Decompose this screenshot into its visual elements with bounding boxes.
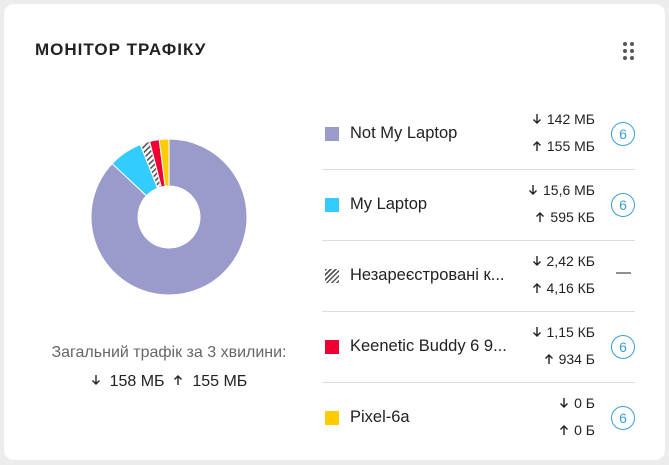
download: 0 Б: [559, 395, 595, 411]
connections-badge[interactable]: 6: [611, 335, 635, 359]
connections-badge[interactable]: 6: [611, 122, 635, 146]
upload-value: 4,16 КБ: [546, 280, 595, 296]
device-name: Not My Laptop: [350, 124, 458, 142]
device-name: Незареєстровані к...: [350, 266, 505, 284]
device-row: Not My Laptop 142 МБ 155 МБ 6: [322, 98, 635, 170]
summary-down: 158 МБ: [109, 373, 165, 390]
upload: 0 Б: [559, 422, 595, 438]
download: 142 МБ: [532, 111, 595, 127]
status: —: [616, 264, 631, 281]
device-name: Pixel-6a: [350, 408, 410, 426]
connections-badge[interactable]: 6: [611, 193, 635, 217]
device-row: Незареєстровані к... 2,42 КБ 4,16 КБ —: [322, 240, 635, 312]
widget-title: МОНІТОР ТРАФІКУ: [35, 40, 207, 59]
upload-value: 155 МБ: [546, 138, 595, 154]
download-value: 15,6 МБ: [543, 182, 595, 198]
device-row: My Laptop 15,6 МБ 595 КБ 6: [322, 169, 635, 241]
arrow-icon: [560, 425, 569, 435]
traffic-card: МОНІТОР ТРАФІКУ Загальний трафік за 3 хв…: [4, 4, 665, 460]
arrow-icon: [544, 354, 553, 364]
summary-up: 155 МБ: [192, 373, 248, 390]
arrow-icon: [532, 327, 541, 337]
download: 2,42 КБ: [532, 253, 595, 269]
download-value: 0 Б: [574, 395, 595, 411]
donut-segment: [90, 138, 248, 296]
download-value: 1,15 КБ: [546, 324, 595, 340]
summary-label: Загальний трафік за 3 хвилини:: [51, 344, 287, 361]
summary-values: 158 МБ 155 МБ: [4, 373, 334, 391]
donut-chart: [90, 138, 248, 296]
upload-value: 934 Б: [558, 351, 595, 367]
down-icon: [91, 373, 101, 390]
arrow-icon: [532, 141, 541, 151]
download-value: 142 МБ: [546, 111, 595, 127]
upload: 934 Б: [544, 351, 595, 367]
arrow-icon: [174, 375, 183, 385]
device-name: My Laptop: [350, 195, 428, 213]
upload: 155 МБ: [532, 138, 595, 154]
donut-segment: [158, 138, 170, 187]
arrow-icon: [532, 114, 541, 124]
upload: 595 КБ: [535, 209, 595, 225]
device-name: Keenetic Buddy 6 9...: [350, 337, 507, 355]
download-value: 2,42 КБ: [546, 253, 595, 269]
download: 1,15 КБ: [532, 324, 595, 340]
arrow-icon: [91, 375, 100, 385]
arrow-icon: [532, 256, 541, 266]
upload-value: 595 КБ: [550, 209, 595, 225]
color-swatch: [325, 127, 339, 141]
color-swatch: [325, 340, 339, 354]
device-row: Pixel-6a 0 Б 0 Б 6: [322, 382, 635, 453]
arrow-icon: [532, 283, 541, 293]
download: 15,6 МБ: [528, 182, 595, 198]
arrow-icon: [529, 185, 537, 195]
arrow-icon: [560, 398, 569, 408]
up-icon: [173, 373, 183, 390]
color-swatch: [325, 411, 339, 425]
color-swatch: [325, 269, 339, 283]
drag-handle[interactable]: [622, 41, 636, 63]
color-swatch: [325, 198, 339, 212]
upload-value: 0 Б: [574, 422, 595, 438]
upload: 4,16 КБ: [532, 280, 595, 296]
device-row: Keenetic Buddy 6 9... 1,15 КБ 934 Б 6: [322, 311, 635, 383]
arrow-icon: [536, 212, 545, 222]
connections-badge[interactable]: 6: [611, 406, 635, 430]
